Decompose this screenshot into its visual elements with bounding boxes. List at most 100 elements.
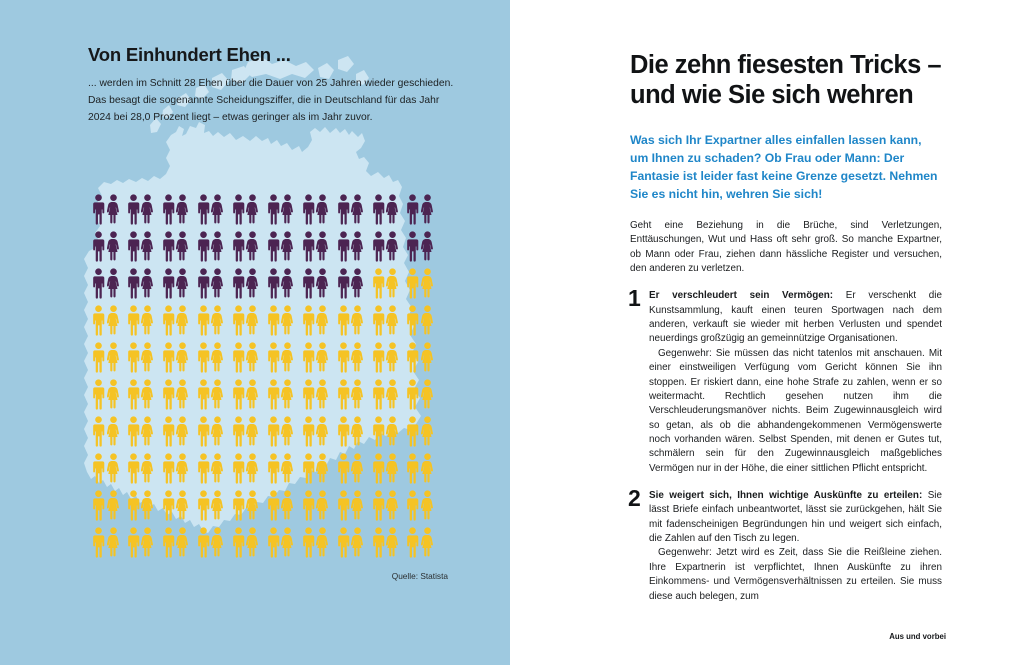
pictogram-man-icon <box>407 231 419 262</box>
pictogram-man-icon <box>337 268 349 299</box>
pictogram-woman-icon <box>246 268 259 298</box>
pictogram-woman-icon <box>316 231 329 261</box>
pictogram-couple <box>267 488 295 521</box>
pictogram-couple <box>337 525 365 558</box>
pictogram-couple <box>197 340 225 373</box>
pictogram-man-icon <box>163 379 175 410</box>
right-page-article: Die zehn fiesesten Tricks – und wie Sie … <box>510 0 1020 665</box>
left-page-header: Von Einhundert Ehen ... ... werden im Sc… <box>88 44 468 126</box>
pictogram-woman-icon <box>316 342 329 372</box>
pictogram-man-icon <box>372 194 384 225</box>
pictogram-man-icon <box>372 527 384 558</box>
pictogram-couple <box>92 488 120 521</box>
pictogram-man-icon <box>407 305 419 336</box>
pictogram-woman-icon <box>351 490 363 520</box>
pictogram-man-icon <box>93 231 105 262</box>
pictogram-couple <box>197 192 225 225</box>
pictogram-woman-icon <box>141 305 154 335</box>
pictogram-couple <box>406 303 434 336</box>
pictogram-couple <box>127 525 155 558</box>
pictogram-man-icon <box>197 416 210 447</box>
pictogram-couple <box>372 488 400 521</box>
pictogram-woman-icon <box>176 416 189 446</box>
tip-body-1: Er verschleudert sein Vermögen: Er versc… <box>649 289 942 346</box>
pictogram-man-icon <box>163 268 175 299</box>
pictogram-couple <box>302 451 330 484</box>
pictogram-couple <box>267 303 295 336</box>
pictogram-couple <box>267 340 295 373</box>
pictogram-couple <box>197 377 225 410</box>
pictogram-woman-icon <box>386 194 398 224</box>
pictogram-man-icon <box>163 231 175 262</box>
pictogram-couple <box>406 414 434 447</box>
pictogram-woman-icon <box>176 194 189 224</box>
pictogram-man-icon <box>93 490 105 521</box>
pictogram-woman-icon <box>420 379 433 409</box>
pictogram-woman-icon <box>281 268 294 298</box>
pictogram-woman-icon <box>420 231 433 261</box>
tip-text-2: Sie lässt Briefe einfach unbeantwortet, … <box>649 490 942 545</box>
pictogram-man-icon <box>163 305 175 336</box>
pictogram-man-icon <box>267 305 279 336</box>
pictogram-couple <box>162 340 190 373</box>
pictogram-woman-icon <box>176 379 189 409</box>
pictogram-woman-icon <box>141 268 154 298</box>
pictogram-woman-icon <box>420 342 433 372</box>
pictogram-woman-icon <box>281 527 294 557</box>
article-headline: Die zehn fiesesten Tricks – und wie Sie … <box>630 51 942 110</box>
page-subtitle: ... werden im Schnitt 28 Ehen über die D… <box>88 78 454 123</box>
pictogram-couple <box>92 266 120 299</box>
tip-body-2: Sie weigert sich, Ihnen wichtige Auskünf… <box>649 489 942 546</box>
pictogram-woman-icon <box>106 268 119 298</box>
pictogram-woman-icon <box>176 231 189 261</box>
pictogram-man-icon <box>372 231 384 262</box>
pictogram-couple <box>92 340 120 373</box>
pictogram-couple <box>232 451 260 484</box>
pictogram-woman-icon <box>386 527 398 557</box>
tip-item-1: 1 Er verschleudert sein Vermögen: Er ver… <box>628 287 942 476</box>
pictogram-man-icon <box>128 194 140 225</box>
pictogram-woman-icon <box>141 194 154 224</box>
pictogram-woman-icon <box>281 342 294 372</box>
pictogram-woman-icon <box>211 194 224 224</box>
pictogram-man-icon <box>232 490 245 521</box>
pictogram-woman-icon <box>176 453 189 483</box>
pictogram-man-icon <box>302 379 314 410</box>
tip-text-1: Er verschenkt die Kunstsammlung, kauft e… <box>649 290 942 345</box>
pictogram-couple <box>372 414 400 447</box>
pictogram-couple <box>197 525 225 558</box>
pictogram-man-icon <box>93 305 105 336</box>
pictogram-man-icon <box>93 342 105 373</box>
pictogram-woman-icon <box>281 194 294 224</box>
pictogram-couple <box>372 266 400 299</box>
pictogram-man-icon <box>267 342 279 373</box>
pictogram-row <box>92 340 434 373</box>
pictogram-woman-icon <box>106 416 119 446</box>
pictogram-man-icon <box>372 342 384 373</box>
pictogram-woman-icon <box>106 194 119 224</box>
pictogram-man-icon <box>163 453 175 484</box>
pictogram-woman-icon <box>106 231 119 261</box>
pictogram-man-icon <box>267 379 279 410</box>
pictogram-couple <box>92 525 120 558</box>
pictogram-woman-icon <box>246 490 259 520</box>
pictogram-couple <box>127 340 155 373</box>
pictogram-woman-icon <box>351 231 363 261</box>
pictogram-man-icon <box>407 527 419 558</box>
running-footer: Aus und vorbei <box>889 632 946 641</box>
pictogram-man-icon <box>372 453 384 484</box>
pictogram-couple <box>232 229 260 262</box>
pictogram-row <box>92 414 434 447</box>
pictogram-chart <box>92 192 434 558</box>
pictogram-woman-icon <box>386 342 398 372</box>
left-page-infographic: Von Einhundert Ehen ... ... werden im Sc… <box>0 0 510 665</box>
pictogram-woman-icon <box>211 453 224 483</box>
pictogram-woman-icon <box>351 268 363 298</box>
pictogram-woman-icon <box>106 453 119 483</box>
pictogram-couple <box>92 414 120 447</box>
page-title: Von Einhundert Ehen ... <box>88 44 291 65</box>
pictogram-couple <box>162 192 190 225</box>
pictogram-couple <box>406 525 434 558</box>
pictogram-woman-icon <box>141 379 154 409</box>
